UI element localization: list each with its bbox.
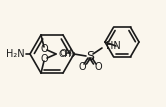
Text: CH₃: CH₃ — [59, 49, 76, 58]
Text: O: O — [40, 44, 48, 54]
Text: O: O — [78, 62, 86, 72]
Text: O: O — [94, 62, 102, 72]
Text: H₂N: H₂N — [6, 49, 25, 59]
Text: HN: HN — [106, 41, 121, 51]
Text: O: O — [40, 54, 48, 64]
Text: CH₃: CH₃ — [59, 50, 76, 59]
Text: S: S — [86, 50, 94, 62]
